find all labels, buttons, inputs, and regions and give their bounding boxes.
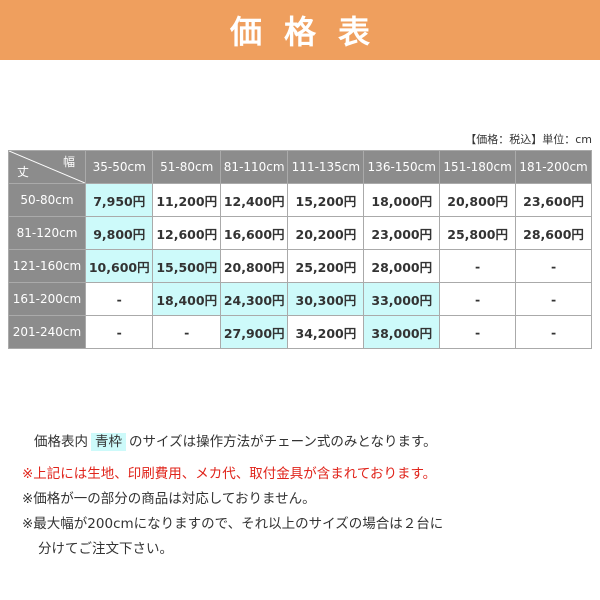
price-cell: - [152,315,221,349]
column-header: 181-200cm [515,150,592,184]
note: 分けてご注文下さい。 [38,541,173,557]
price-cell: 30,300円 [287,282,365,316]
price-cell: 15,500円 [152,249,221,283]
price-cell: 10,600円 [84,249,154,283]
row-header: 161-200cm [8,282,86,316]
column-header: 151-180cm [439,150,517,184]
price-cell: 11,200円 [152,183,221,217]
price-cell: - [439,282,517,316]
column-header: 111-135cm [287,150,365,184]
note: 価格表内 青枠 のサイズは操作方法がチェーン式のみとなります。 [34,430,437,451]
row-header: 201-240cm [8,315,86,349]
price-cell: 20,800円 [219,249,289,283]
diagonal [9,151,85,183]
price-cell: 9,800円 [84,216,154,250]
price-cell: 28,000円 [363,249,441,283]
price-cell: 20,200円 [287,216,365,250]
price-cell: - [84,282,154,316]
column-header: 81-110cm [219,150,289,184]
price-cell: - [439,249,517,283]
price-cell: 33,000円 [363,282,441,316]
unit-note: 【価格：税込】単位：cm [465,133,592,146]
price-cell: 20,800円 [439,183,517,217]
note: ※上記には生地、印刷費用、メカ代、取付金具が含まれております。 [22,466,437,482]
note: ※最大幅が200cmになりますので、それ以上のサイズの場合は２台に [22,516,444,532]
price-cell: 38,000円 [363,315,441,349]
price-cell: 25,200円 [287,249,365,283]
note-text: 価格表内 [34,434,88,450]
note-text: のサイズは操作方法がチェーン式のみとなります。 [129,434,437,450]
price-cell: - [439,315,517,349]
corner: 丈幅 [8,150,86,184]
price-cell: - [515,282,592,316]
price-cell: 34,200円 [287,315,365,349]
price-cell: 16,600円 [219,216,289,250]
price-cell: 24,300円 [219,282,289,316]
table-row: 50-80cm 7,950円 11,200円 12,400円 15,200円 18,000… [8,183,592,217]
column-header: 136-150cm [363,150,441,184]
column-header: 35-50cm [84,150,154,184]
blue-frame-sample: 青枠 [91,433,126,451]
price-cell: 15,200円 [287,183,365,217]
table-row: 121-160cm 10,600円 15,500円 20,800円 25,200円 28,… [8,249,592,283]
price-cell: 7,950円 [84,183,154,217]
price-cell: - [84,315,154,349]
corner-label: 丈 [17,165,30,179]
price-cell: 12,600円 [152,216,221,250]
price-cell: 23,000円 [363,216,441,250]
row-header: 81-120cm [8,216,86,250]
price-cell: - [515,315,592,349]
price-cell: - [515,249,592,283]
price-cell: 12,400円 [219,183,289,217]
corner-label: 幅 [62,155,75,169]
price-cell: 18,400円 [152,282,221,316]
price-cell: 27,900円 [219,315,289,349]
table-row: 161-200cm -18,400円 24,300円 30,300円 33,000円 - - [8,282,592,316]
column-header: 51-80cm [152,150,221,184]
row-header: 50-80cm [8,183,86,217]
price-cell: 28,600円 [515,216,592,250]
table-row: 201-240cm - -27,900円 34,200円 38,000円 - - [8,315,592,349]
note: ※価格が一の部分の商品は対応しておりません。 [22,491,316,507]
table-row: 81-120cm 9,800円 12,600円 16,600円 20,200円 23,00… [8,216,592,250]
price-cell: 18,000円 [363,183,441,217]
price-cell: 23,600円 [515,183,592,217]
header-row: 丈幅 35-50cm 51-80cm 81-110cm 111-135cm 136-150… [8,150,592,184]
header: 価格表 [0,0,600,60]
title: 価格表 [229,13,392,51]
row-header: 121-160cm [8,249,86,283]
price-table: 丈幅 35-50cm 51-80cm 81-110cm 111-135cm 136-150… [8,150,592,349]
price-cell: 25,800円 [439,216,517,250]
